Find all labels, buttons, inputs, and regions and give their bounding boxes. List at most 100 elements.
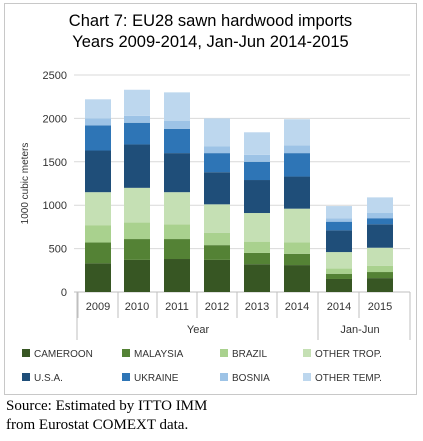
- bar-segment-ukraine: [85, 125, 111, 151]
- bar-segment-cameroon: [204, 259, 230, 292]
- bar-segment-u-s-a: [367, 224, 393, 248]
- legend-label: BOSNIA: [232, 373, 270, 384]
- legend-label: UKRAINE: [134, 373, 179, 384]
- bar-segment-u-s-a: [124, 144, 150, 188]
- y-tick-label: 1000: [43, 200, 67, 212]
- bar-segment-malaysia: [85, 242, 111, 264]
- bar-segment-malaysia: [124, 239, 150, 260]
- legend-swatch: [122, 349, 130, 357]
- bar-segment-other-temp: [326, 206, 352, 219]
- bar-segment-bosnia: [85, 118, 111, 126]
- bar-segment-bosnia: [124, 115, 150, 123]
- legend-swatch: [303, 349, 311, 357]
- bar-segment-ukraine: [164, 128, 190, 154]
- y-tick-label: 0: [61, 287, 67, 299]
- bar-segment-brazil: [124, 222, 150, 240]
- bar-segment-brazil: [85, 225, 111, 243]
- bar-segment-other-temp: [244, 132, 270, 155]
- bar-segment-brazil: [204, 232, 230, 246]
- bar-segment-other-trop: [164, 192, 190, 225]
- legend-label: OTHER TEMP.: [315, 373, 382, 384]
- bar-segment-cameroon: [284, 265, 310, 292]
- chart-subtitle: Years 2009-2014, Jan-Jun 2014-2015: [72, 33, 349, 51]
- bar-segment-u-s-a: [284, 176, 310, 209]
- bar-segment-other-temp: [85, 99, 111, 119]
- bar-segment-other-temp: [124, 89, 150, 116]
- source-line-1: Source: Estimated by ITTO IMM: [6, 398, 208, 414]
- bar-segment-other-temp: [164, 92, 190, 122]
- bar-segment-ukraine: [284, 153, 310, 177]
- legend-label: OTHER TROP.: [315, 349, 382, 360]
- bar-segment-malaysia: [204, 245, 230, 260]
- bar-segment-cameroon: [326, 278, 352, 292]
- y-tick-label: 1500: [43, 157, 67, 169]
- legend-swatch: [122, 373, 130, 381]
- bar-segment-other-trop: [204, 204, 230, 233]
- bar-segment-bosnia: [244, 154, 270, 162]
- bar-segment-other-trop: [326, 252, 352, 269]
- bar-segment-bosnia: [367, 213, 393, 219]
- bar-segment-other-temp: [367, 197, 393, 214]
- legend-label: U.S.A.: [34, 373, 63, 384]
- chart-title: Chart 7: EU28 sawn hardwood imports: [68, 12, 353, 30]
- bar-segment-ukraine: [244, 161, 270, 181]
- bar-segment-brazil: [284, 242, 310, 254]
- source-line-2: from Eurostat COMEXT data.: [6, 417, 189, 433]
- bar-segment-brazil: [326, 268, 352, 274]
- bar-segment-u-s-a: [244, 180, 270, 214]
- bar-segment-bosnia: [284, 145, 310, 154]
- x-tick-label: 2012: [205, 301, 229, 313]
- bar-segment-bosnia: [204, 146, 230, 154]
- bar-segment-brazil: [367, 265, 393, 273]
- x-tick-label: 2014: [285, 301, 309, 313]
- y-tick-label: 500: [49, 244, 67, 256]
- bar-segment-other-temp: [284, 119, 310, 146]
- x-tick-label: 2011: [165, 301, 189, 313]
- x-tick-label: 2010: [125, 301, 149, 313]
- legend-swatch: [220, 373, 228, 381]
- y-axis-label: 1000 cubic meters: [20, 143, 31, 225]
- x-tick-label: 2014: [327, 301, 351, 313]
- y-tick-label: 2000: [43, 113, 67, 125]
- bar-segment-cameroon: [85, 263, 111, 292]
- legend-swatch: [22, 373, 30, 381]
- legend-swatch: [22, 349, 30, 357]
- bar-segment-cameroon: [367, 278, 393, 292]
- bar-segment-other-trop: [85, 192, 111, 226]
- bar-segment-other-trop: [244, 213, 270, 242]
- bar-segment-other-trop: [124, 187, 150, 223]
- bar-segment-other-trop: [367, 247, 393, 266]
- x-axis-label: Year: [187, 324, 210, 336]
- bar-segment-bosnia: [326, 218, 352, 222]
- bar-segment-cameroon: [164, 259, 190, 292]
- legend-label: MALAYSIA: [134, 349, 184, 360]
- bar-segment-ukraine: [124, 122, 150, 145]
- legend-label: CAMEROON: [34, 349, 93, 360]
- bar-segment-malaysia: [367, 272, 393, 279]
- x-tick-label: 2009: [86, 301, 110, 313]
- period-label: Jan-Jun: [340, 324, 379, 336]
- bar-segment-malaysia: [284, 253, 310, 266]
- bar-segment-cameroon: [124, 259, 150, 292]
- bar-segment-malaysia: [164, 239, 190, 260]
- bar-segment-other-trop: [284, 208, 310, 243]
- bar-segment-malaysia: [244, 252, 270, 265]
- legend-label: BRAZIL: [232, 349, 267, 360]
- legend-swatch: [220, 349, 228, 357]
- bar-segment-bosnia: [164, 121, 190, 129]
- x-tick-label: 2013: [245, 301, 269, 313]
- bar-segment-u-s-a: [85, 150, 111, 193]
- bar-segment-cameroon: [244, 264, 270, 292]
- bar-segment-brazil: [164, 224, 190, 240]
- bar-segment-ukraine: [326, 221, 352, 231]
- bar-segment-ukraine: [367, 218, 393, 225]
- legend-swatch: [303, 373, 311, 381]
- bar-segment-u-s-a: [164, 153, 190, 193]
- bar-segment-brazil: [244, 241, 270, 253]
- y-tick-label: 2500: [43, 70, 67, 82]
- bar-segment-u-s-a: [326, 230, 352, 253]
- bar-segment-u-s-a: [204, 172, 230, 205]
- x-tick-label: 2015: [368, 301, 392, 313]
- bar-segment-ukraine: [204, 153, 230, 173]
